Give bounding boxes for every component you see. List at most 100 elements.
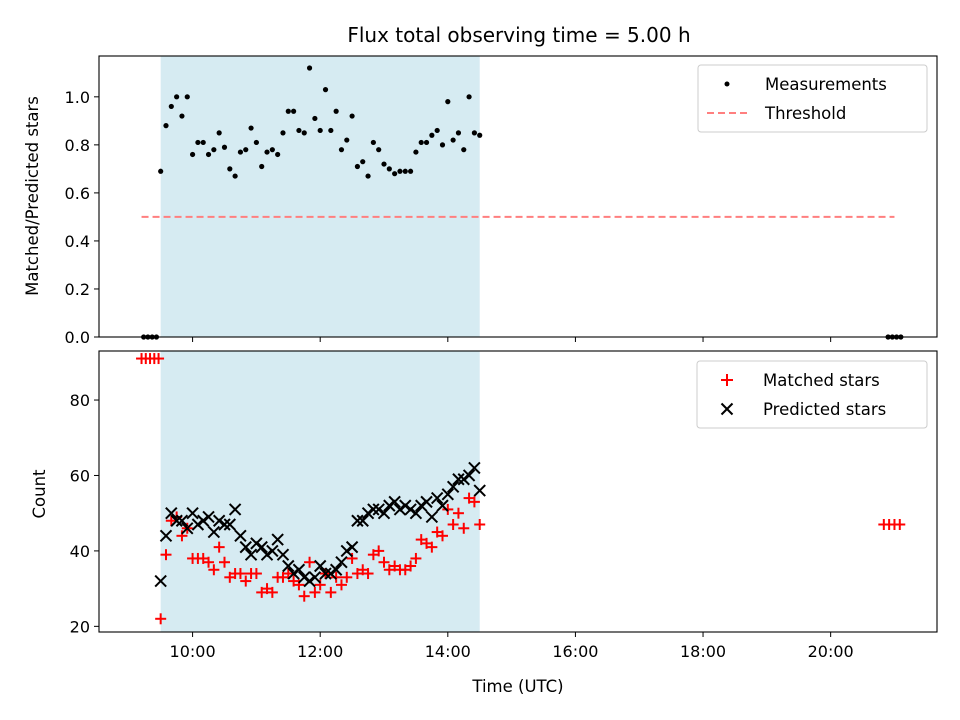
matched-star-point — [341, 571, 353, 583]
predicted-star-point — [276, 548, 290, 561]
predicted-star-point — [415, 499, 428, 512]
legend-predicted-label: Predicted stars — [763, 400, 886, 419]
predicted-star-point — [218, 518, 231, 531]
matched-star-point — [298, 590, 310, 602]
bottom-axes-frame — [98, 350, 938, 633]
measurement-point — [328, 127, 334, 134]
predicted-star-point — [377, 506, 391, 520]
y-tick-label: 0.6 — [65, 184, 90, 203]
predicted-star-point — [239, 540, 252, 554]
predicted-star-point — [282, 559, 295, 573]
y-tick-label: 1.0 — [65, 88, 90, 107]
predicted-star-point — [468, 461, 481, 475]
predicted-star-point — [462, 469, 476, 482]
predicted-star-point — [308, 571, 322, 584]
predicted-star-point — [436, 499, 449, 512]
measurement-point — [184, 94, 190, 100]
predicted-star-point — [345, 540, 359, 554]
predicted-star-point — [457, 473, 470, 486]
measurement-point — [423, 139, 430, 146]
predicted-star-point — [473, 484, 486, 497]
measurement-point — [461, 147, 467, 153]
measurement-point — [237, 149, 244, 155]
x-axis-label: Time (UTC) — [471, 677, 563, 696]
matched-star-point — [203, 556, 215, 568]
predicted-star-point — [409, 506, 423, 520]
predicted-star-point — [260, 548, 274, 561]
predicted-star-point — [335, 556, 348, 569]
measurement-point — [365, 173, 371, 179]
measurement-point — [248, 125, 254, 131]
predicted-star-point — [197, 514, 210, 527]
predicted-star-point — [446, 480, 460, 493]
y-tick-label: 80 — [70, 391, 90, 410]
measurement-point — [317, 127, 323, 134]
measurement-point — [354, 163, 361, 170]
predicted-star-point — [298, 571, 311, 584]
measurement-point — [301, 130, 307, 136]
predicted-star-point — [404, 503, 417, 516]
y-tick-label: 0.0 — [65, 328, 90, 347]
predicted-star-point — [329, 563, 343, 576]
predicted-star-point — [425, 510, 439, 524]
measurement-point — [397, 168, 403, 174]
predicted-star-point — [154, 574, 167, 588]
measurement-point — [280, 130, 286, 136]
measurement-point — [227, 166, 233, 172]
matched-star-point — [309, 586, 321, 598]
legend-threshold-label: Threshold — [764, 104, 846, 123]
predicted-star-point — [266, 544, 279, 558]
measurement-point — [381, 161, 387, 167]
predicted-star-point — [165, 506, 178, 520]
legend-matched-label: Matched stars — [763, 371, 880, 390]
predicted-star-point — [367, 503, 380, 516]
matched-star-point — [330, 571, 342, 583]
matched-star-point — [452, 507, 464, 519]
matched-star-point — [410, 552, 422, 564]
measurement-point — [163, 123, 169, 129]
matched-star-point — [240, 575, 252, 587]
legend-predicted-marker — [720, 402, 734, 416]
bottom-legend: Matched stars Predicted stars — [696, 360, 928, 429]
measurement-point — [211, 147, 217, 153]
predicted-star-point — [181, 522, 194, 535]
measurement-point — [243, 147, 249, 153]
predicted-star-point — [351, 514, 364, 527]
matched-star-point — [894, 519, 906, 531]
measurement-point — [221, 144, 228, 150]
matched-star-point — [373, 545, 385, 557]
predicted-star-point — [452, 473, 465, 486]
y-tick-label: 0.4 — [65, 232, 90, 251]
predicted-star-point — [430, 491, 444, 505]
predicted-star-point — [212, 514, 226, 527]
measurement-point — [275, 151, 281, 158]
predicted-star-point — [356, 514, 369, 527]
predicted-star-point — [303, 574, 316, 588]
measurement-point — [259, 163, 265, 170]
top-panel: Flux total observing time = 5.00 h 0.0 0.… — [23, 23, 938, 347]
matched-star-point — [346, 552, 358, 564]
y-tick-label: 60 — [70, 466, 90, 485]
matched-star-point — [304, 556, 316, 568]
measurement-point — [386, 166, 392, 172]
matched-star-point — [155, 613, 167, 625]
measurement-point — [253, 139, 259, 146]
y-tick-label: 20 — [70, 617, 90, 636]
matched-star-point — [447, 519, 459, 531]
x-tick-label: 14:00 — [425, 642, 471, 661]
predicted-star-point — [292, 563, 306, 576]
legend-matched-marker — [721, 374, 733, 386]
matched-star-point — [213, 541, 225, 553]
measurement-point — [434, 127, 440, 134]
legend-measurements-label: Measurements — [765, 75, 887, 94]
measurement-point — [413, 149, 419, 155]
y-tick-label: 0.8 — [65, 136, 90, 155]
predicted-star-point — [383, 499, 396, 512]
chart-title: Flux total observing time = 5.00 h — [347, 23, 690, 47]
matched-star-point — [314, 579, 326, 591]
predicted-star-point — [340, 544, 353, 558]
measurement-point — [174, 94, 180, 100]
matched-star-point — [405, 560, 417, 572]
